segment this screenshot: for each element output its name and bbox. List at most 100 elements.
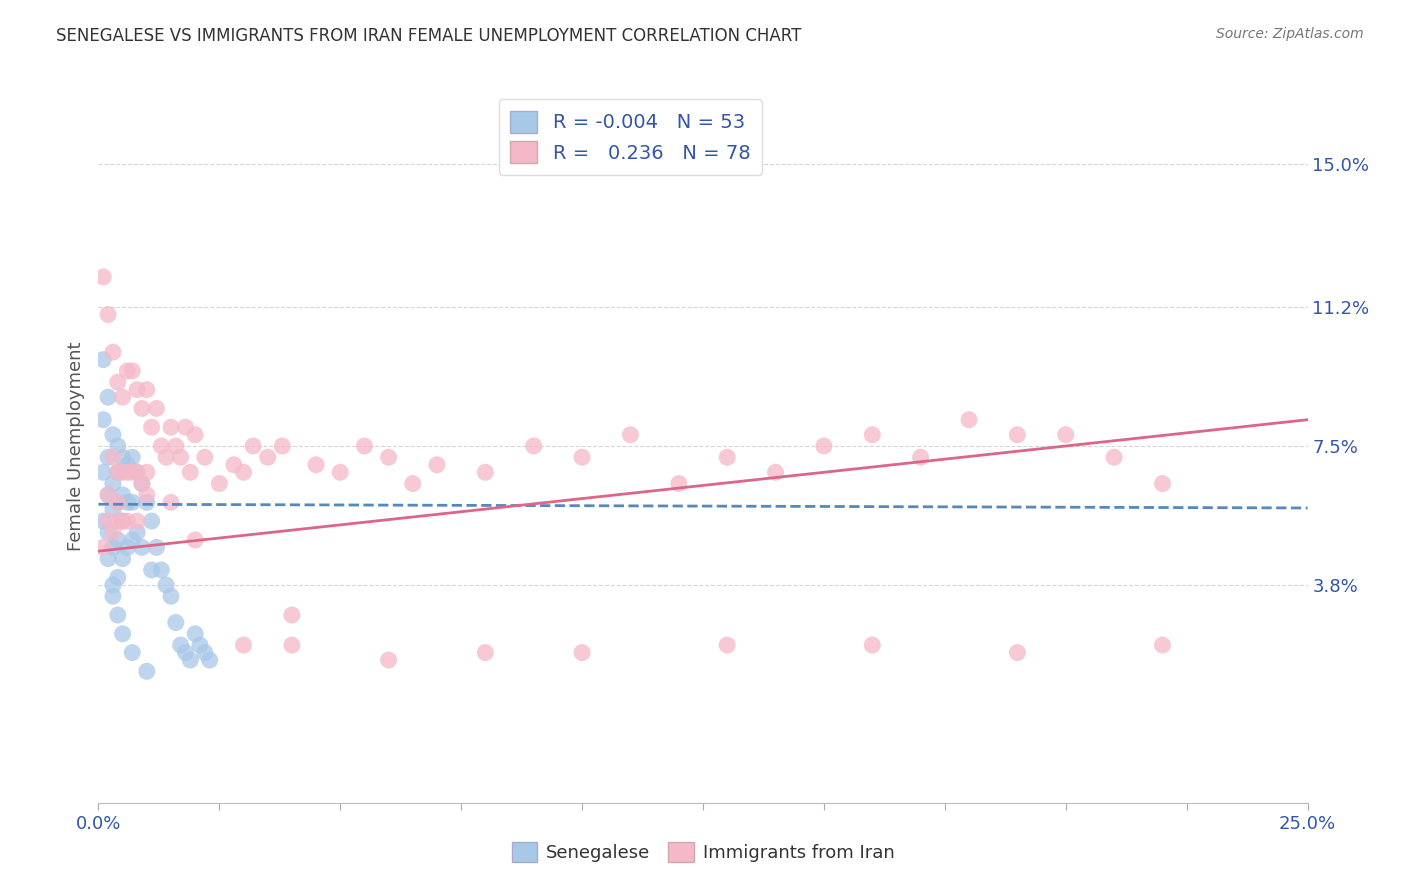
Legend: R = -0.004   N = 53, R =   0.236   N = 78: R = -0.004 N = 53, R = 0.236 N = 78 <box>499 99 762 175</box>
Point <box>111 514 134 528</box>
Point <box>668 476 690 491</box>
Point <box>117 495 139 509</box>
Point <box>194 450 217 465</box>
Point <box>141 563 163 577</box>
Point <box>377 450 399 465</box>
Point <box>194 646 217 660</box>
Point <box>281 607 304 622</box>
Point <box>305 458 328 472</box>
Point <box>174 646 197 660</box>
Point <box>111 450 134 465</box>
Point <box>101 427 124 442</box>
Point <box>169 638 191 652</box>
Point <box>402 476 425 491</box>
Point <box>111 627 134 641</box>
Point <box>131 401 153 416</box>
Point <box>127 465 149 479</box>
Point <box>101 578 124 592</box>
Point <box>256 450 278 465</box>
Point <box>131 476 153 491</box>
Point <box>91 413 114 427</box>
Point <box>121 450 143 465</box>
Point <box>165 439 187 453</box>
Point <box>242 439 264 453</box>
Point <box>91 270 114 285</box>
Point <box>716 450 738 465</box>
Point <box>135 383 157 397</box>
Point <box>523 439 546 453</box>
Point <box>135 665 157 679</box>
Point <box>121 364 143 378</box>
Point <box>131 476 153 491</box>
Point <box>127 514 149 528</box>
Point <box>111 390 134 404</box>
Point <box>101 589 124 603</box>
Point <box>97 488 120 502</box>
Point <box>571 646 593 660</box>
Point <box>111 488 134 502</box>
Point <box>1152 638 1174 652</box>
Point <box>571 450 593 465</box>
Point <box>111 551 134 566</box>
Point <box>179 653 201 667</box>
Point <box>1054 427 1077 442</box>
Text: Source: ZipAtlas.com: Source: ZipAtlas.com <box>1216 27 1364 41</box>
Point <box>155 578 177 592</box>
Point <box>97 514 120 528</box>
Point <box>1007 427 1029 442</box>
Point <box>117 465 139 479</box>
Point <box>716 638 738 652</box>
Point <box>165 615 187 630</box>
Point <box>107 495 129 509</box>
Point <box>232 638 254 652</box>
Point <box>107 465 129 479</box>
Point <box>910 450 932 465</box>
Legend: Senegalese, Immigrants from Iran: Senegalese, Immigrants from Iran <box>505 834 901 870</box>
Point <box>271 439 294 453</box>
Point <box>145 401 167 416</box>
Point <box>141 514 163 528</box>
Point <box>91 514 114 528</box>
Point <box>353 439 375 453</box>
Point <box>135 488 157 502</box>
Point <box>97 551 120 566</box>
Point <box>860 638 883 652</box>
Point <box>107 533 129 547</box>
Point <box>117 458 139 472</box>
Point <box>222 458 245 472</box>
Point <box>155 450 177 465</box>
Point <box>107 570 129 584</box>
Point <box>121 495 143 509</box>
Point <box>160 589 183 603</box>
Point <box>184 533 207 547</box>
Point <box>131 541 153 555</box>
Point <box>97 308 120 322</box>
Point <box>117 514 139 528</box>
Point <box>91 541 114 555</box>
Point <box>150 563 173 577</box>
Point <box>97 525 120 540</box>
Point <box>160 420 183 434</box>
Point <box>135 465 157 479</box>
Point <box>426 458 449 472</box>
Point <box>957 413 980 427</box>
Point <box>474 465 496 479</box>
Point <box>101 450 124 465</box>
Point <box>107 495 129 509</box>
Point <box>127 465 149 479</box>
Point <box>121 533 143 547</box>
Point <box>765 465 787 479</box>
Point <box>135 495 157 509</box>
Point <box>101 541 124 555</box>
Point <box>141 420 163 434</box>
Point <box>91 352 114 367</box>
Point <box>329 465 352 479</box>
Point <box>107 465 129 479</box>
Point <box>97 450 120 465</box>
Point <box>198 653 221 667</box>
Point <box>1102 450 1125 465</box>
Y-axis label: Female Unemployment: Female Unemployment <box>66 342 84 550</box>
Point <box>619 427 641 442</box>
Point <box>117 541 139 555</box>
Point <box>474 646 496 660</box>
